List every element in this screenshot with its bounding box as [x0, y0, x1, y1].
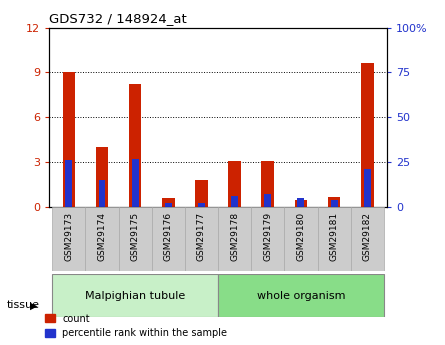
- Bar: [284, 207, 318, 271]
- Bar: [152, 207, 185, 271]
- Bar: [195, 180, 208, 207]
- Text: GSM29178: GSM29178: [230, 212, 239, 261]
- Bar: [251, 207, 284, 271]
- Text: GSM29175: GSM29175: [131, 212, 140, 261]
- Legend: count, percentile rank within the sample: count, percentile rank within the sample: [45, 314, 227, 338]
- Bar: [96, 147, 108, 207]
- Bar: [198, 203, 205, 207]
- Bar: [162, 198, 174, 207]
- Bar: [351, 207, 384, 271]
- Bar: [118, 207, 152, 271]
- Bar: [264, 194, 271, 207]
- Bar: [185, 207, 218, 271]
- Bar: [331, 200, 338, 207]
- Bar: [218, 207, 251, 271]
- Text: GSM29179: GSM29179: [263, 212, 272, 261]
- Text: GSM29173: GSM29173: [65, 212, 73, 261]
- Text: GSM29180: GSM29180: [296, 212, 305, 261]
- Bar: [228, 161, 241, 207]
- Bar: [218, 274, 384, 317]
- Bar: [165, 204, 172, 207]
- Text: GSM29177: GSM29177: [197, 212, 206, 261]
- Text: tissue: tissue: [7, 300, 40, 310]
- Text: GSM29181: GSM29181: [330, 212, 339, 261]
- Bar: [98, 180, 105, 207]
- Text: GSM29182: GSM29182: [363, 212, 372, 261]
- Text: ▶: ▶: [30, 301, 38, 311]
- Bar: [318, 207, 351, 271]
- Text: whole organism: whole organism: [257, 291, 345, 301]
- Bar: [65, 160, 72, 207]
- Bar: [231, 196, 238, 207]
- Text: GSM29174: GSM29174: [97, 212, 106, 261]
- Bar: [361, 63, 373, 207]
- Bar: [63, 72, 75, 207]
- Bar: [132, 159, 139, 207]
- Bar: [262, 161, 274, 207]
- Text: Malpighian tubule: Malpighian tubule: [85, 291, 185, 301]
- Text: GDS732 / 148924_at: GDS732 / 148924_at: [49, 12, 187, 25]
- Text: GSM29176: GSM29176: [164, 212, 173, 261]
- Bar: [129, 85, 142, 207]
- Bar: [295, 199, 307, 207]
- Bar: [297, 198, 304, 207]
- Bar: [52, 274, 218, 317]
- Bar: [52, 207, 85, 271]
- Bar: [364, 169, 371, 207]
- Bar: [85, 207, 118, 271]
- Bar: [328, 197, 340, 207]
